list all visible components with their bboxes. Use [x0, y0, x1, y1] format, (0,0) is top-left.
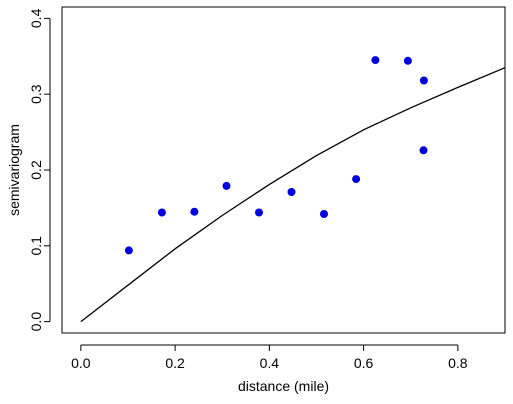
data-point: [255, 208, 263, 217]
data-point: [419, 76, 428, 85]
data-point: [371, 56, 380, 65]
x-tick-label: 0.0: [71, 355, 91, 371]
y-tick-label: 0.2: [28, 160, 44, 180]
data-point: [124, 246, 133, 255]
data-point: [419, 146, 428, 155]
series-layer: [80, 56, 506, 323]
x-axis: 0.0 0.2 0.4 0.6 0.8: [71, 344, 468, 371]
data-point: [190, 207, 199, 216]
fitted-model-curve: [80, 67, 506, 323]
data-point: [320, 210, 328, 218]
x-axis-title: distance (mile): [238, 378, 329, 394]
y-tick-label: 0.4: [28, 8, 44, 28]
y-axis-title: semivariogram: [6, 124, 22, 216]
y-tick-label: 0.3: [28, 84, 44, 104]
data-point: [403, 56, 412, 65]
data-point: [222, 181, 231, 190]
x-tick-label: 0.2: [165, 355, 185, 371]
plot-frame: [61, 6, 506, 334]
y-tick-label: 0.0: [28, 312, 44, 332]
x-tick-label: 0.4: [260, 355, 280, 371]
data-point: [352, 175, 361, 184]
data-point: [287, 188, 296, 196]
data-point: [157, 208, 166, 217]
x-tick-label: 0.8: [448, 355, 468, 371]
x-tick-label: 0.6: [354, 355, 374, 371]
y-tick-label: 0.1: [28, 236, 44, 256]
y-axis: 0.0 0.1 0.2 0.3 0.4: [28, 8, 51, 332]
